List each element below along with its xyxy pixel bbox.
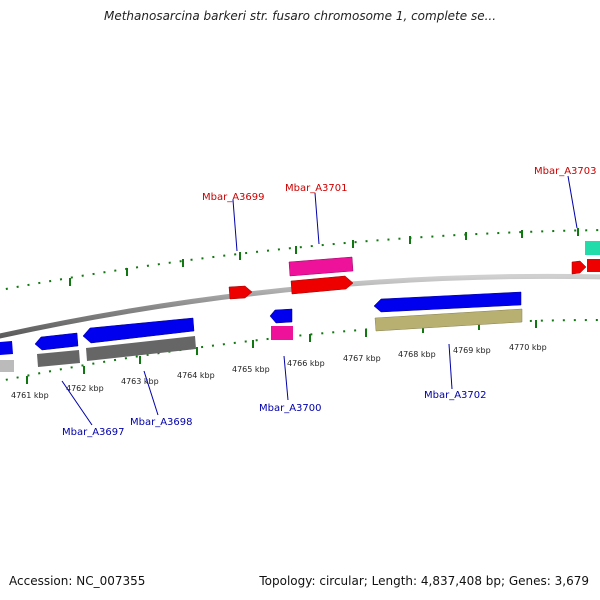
gene-feature-teal[interactable] xyxy=(585,241,600,255)
gene-arrow-left-edge[interactable] xyxy=(0,341,13,355)
gene-label-mbar-a3698[interactable]: Mbar_A3698 xyxy=(130,417,193,428)
rna-feature-mbar-a3700[interactable] xyxy=(271,326,293,340)
ruler-label: 4767 kbp xyxy=(343,354,381,363)
ruler-label: 4765 kbp xyxy=(232,365,270,374)
rna-feature-mbar-a3701[interactable] xyxy=(288,256,354,277)
forward-features xyxy=(228,241,600,300)
gene-label-mbar-a3701[interactable]: Mbar_A3701 xyxy=(285,183,348,194)
gene-label-mbar-a3700[interactable]: Mbar_A3700 xyxy=(259,403,322,414)
feature-gray-mbar-a3697[interactable] xyxy=(37,350,80,367)
gene-arrow-mbar-a3699[interactable] xyxy=(228,285,253,300)
forward-strand-ruler xyxy=(0,229,600,292)
reverse-major-ticks xyxy=(26,320,537,384)
ruler-label: 4763 kbp xyxy=(121,377,159,386)
gene-label-mbar-a3702[interactable]: Mbar_A3702 xyxy=(424,390,487,401)
gene-feature-left-gray[interactable] xyxy=(0,360,14,372)
gene-arrow-mbar-a3701[interactable] xyxy=(290,275,354,295)
gene-arrow-mbar-a3703[interactable] xyxy=(571,260,587,275)
topology-info: Topology: circular; Length: 4,837,408 bp… xyxy=(259,574,589,588)
gene-labels: Mbar_A3699 Mbar_A3701 Mbar_A3703 Mbar_A3… xyxy=(61,166,597,438)
ruler-label: 4761 kbp xyxy=(11,391,49,400)
gene-arrow-mbar-a3697[interactable] xyxy=(34,332,79,351)
ruler-label: 4770 kbp xyxy=(509,343,547,352)
gene-feature-right-red[interactable] xyxy=(587,259,600,272)
feature-olive-mbar-a3702[interactable] xyxy=(374,308,523,332)
reverse-features xyxy=(0,291,523,372)
gene-arrow-mbar-a3702[interactable] xyxy=(373,291,522,313)
gene-arrow-mbar-a3698[interactable] xyxy=(82,317,195,344)
gene-label-mbar-a3697[interactable]: Mbar_A3697 xyxy=(62,427,125,438)
gene-label-mbar-a3703[interactable]: Mbar_A3703 xyxy=(534,166,597,177)
gene-arrow-mbar-a3700[interactable] xyxy=(269,308,293,324)
ruler-label: 4764 kbp xyxy=(177,371,215,380)
ruler-label: 4769 kbp xyxy=(453,346,491,355)
gene-label-mbar-a3699[interactable]: Mbar_A3699 xyxy=(202,192,265,203)
feature-gray-mbar-a3698[interactable] xyxy=(86,336,196,361)
ruler-label: 4766 kbp xyxy=(287,359,325,368)
forward-major-ticks xyxy=(69,228,579,286)
accession-info: Accession: NC_007355 xyxy=(9,574,146,588)
ruler-label: 4768 kbp xyxy=(398,350,436,359)
map-title: Methanosarcina barkeri str. fusaro chrom… xyxy=(103,9,497,23)
ruler-label: 4762 kbp xyxy=(66,384,104,393)
ruler-labels: 4761 kbp 4762 kbp 4763 kbp 4764 kbp 4765… xyxy=(11,343,547,400)
